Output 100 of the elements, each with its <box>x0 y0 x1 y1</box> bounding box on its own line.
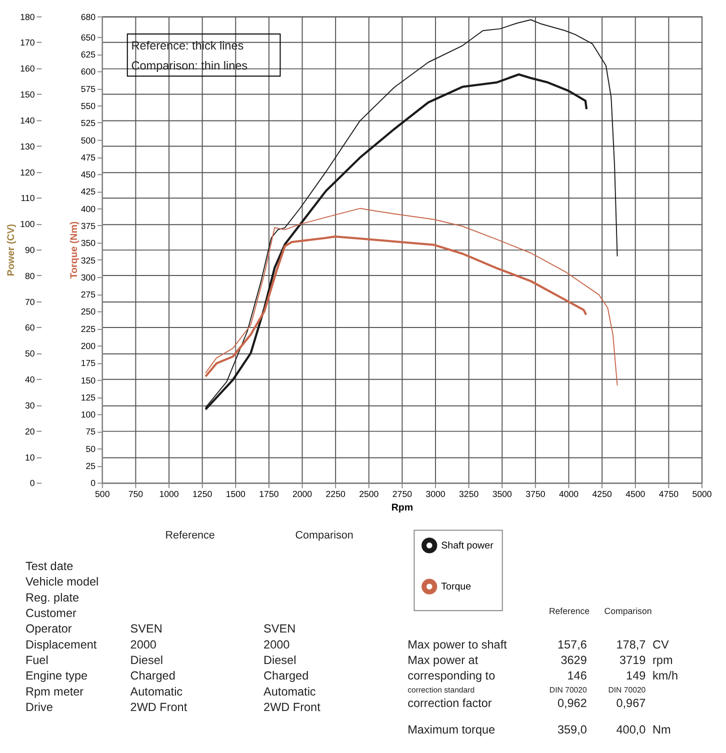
y2-tick-label: 425 <box>80 186 96 197</box>
y-tick-label: 130 <box>20 141 35 152</box>
y2-tick-label: 375 <box>80 220 96 231</box>
x-tick-label: 3000 <box>426 488 446 499</box>
y-tick-label: 160 <box>20 64 35 74</box>
x-tick-label: 3250 <box>459 488 479 499</box>
y-tick-label: 10 <box>24 452 35 462</box>
y-tick-label: 100 <box>20 219 35 230</box>
text: correction standard <box>408 685 475 694</box>
text: 149 <box>626 670 646 683</box>
y-tick-label: 70 <box>24 296 35 307</box>
text: 3629 <box>560 654 587 668</box>
x-tick-label: 2750 <box>392 488 412 499</box>
y-tick-label: 40 <box>24 374 35 385</box>
text: Automatic <box>264 685 316 698</box>
y2-tick-label: 475 <box>80 152 96 162</box>
text: 3719 <box>620 654 646 668</box>
y-tick-label: 60 <box>24 322 35 333</box>
x-tick-label: 2500 <box>359 488 379 499</box>
y-tick-label: 50 <box>24 348 35 359</box>
x-tick-label: 500 <box>95 488 110 499</box>
y-axis-title: Power (CV) <box>6 224 18 276</box>
text: Engine type <box>25 670 88 683</box>
y2-tick-label: 400 <box>80 204 96 214</box>
text: Test date <box>25 560 74 573</box>
text: 178,7 <box>616 638 646 652</box>
text: Drive <box>25 701 54 714</box>
text: correction factor <box>408 697 492 710</box>
text: 2WD Front <box>264 701 322 714</box>
y2-tick-label: 200 <box>80 341 96 352</box>
text: Customer <box>25 606 76 620</box>
y-tick-label: 150 <box>20 90 35 100</box>
legend-label: Torque <box>441 582 472 593</box>
text: corresponding to <box>408 670 496 683</box>
text: 146 <box>567 670 588 683</box>
y2-axis-title: Torque (Nm) <box>68 221 80 279</box>
y2-tick-label: 550 <box>80 100 96 111</box>
line-series <box>205 208 618 386</box>
y2-tick-label: 25 <box>86 461 96 472</box>
text: 0,962 <box>557 697 587 710</box>
y2-tick-label: 450 <box>80 170 96 180</box>
x-tick-label: 2000 <box>292 488 312 499</box>
text: Reference <box>548 606 590 616</box>
text: Displacement <box>25 638 98 652</box>
y2-tick-label: 125 <box>80 392 96 402</box>
y-tick-label: 90 <box>24 245 35 255</box>
y2-tick-label: 625 <box>80 50 96 60</box>
text: Reference <box>165 530 215 542</box>
y-tick-label: 110 <box>20 193 35 204</box>
y2-tick-label: 680 <box>80 12 96 22</box>
text: CV <box>652 638 670 652</box>
text: Nm <box>652 724 672 737</box>
y2-tick-label: 575 <box>80 84 96 94</box>
text: 157,6 <box>557 638 588 652</box>
text: 2000 <box>264 638 290 652</box>
text: DIN 70020 <box>549 685 588 694</box>
text: Rpm meter <box>25 685 84 698</box>
text: Diesel <box>264 654 296 668</box>
x-tick-label: 1500 <box>226 488 246 499</box>
y-tick-label: 120 <box>20 167 35 178</box>
text: Vehicle model <box>25 576 99 589</box>
y2-tick-label: 0 <box>90 478 96 488</box>
x-tick-label: 4500 <box>626 488 646 499</box>
text: 2000 <box>130 638 157 652</box>
x-tick-label: 3750 <box>526 488 546 499</box>
text: 359,0 <box>557 724 588 737</box>
text: Charged <box>264 670 309 683</box>
x-tick-label: 2250 <box>326 488 346 499</box>
text: Max power at <box>408 654 479 668</box>
text: 2WD Front <box>130 701 188 714</box>
text: 400,0 <box>616 724 646 737</box>
y2-tick-label: 300 <box>80 272 96 282</box>
y2-tick-label: 600 <box>80 66 96 77</box>
y2-tick-label: 275 <box>80 290 96 300</box>
y2-tick-label: 650 <box>80 32 96 42</box>
y2-tick-label: 325 <box>80 255 96 266</box>
x-tick-label: 1000 <box>159 488 179 499</box>
y-tick-label: 140 <box>20 115 35 126</box>
legend-label: Shaft power <box>441 540 494 552</box>
y2-tick-label: 500 <box>80 135 96 146</box>
x-tick-label: 1750 <box>259 488 279 499</box>
y2-tick-label: 75 <box>86 426 96 437</box>
x-tick-label: 4000 <box>558 488 579 499</box>
text: Max power to shaft <box>408 638 508 652</box>
y2-tick-label: 350 <box>80 238 96 248</box>
text: Comparison <box>295 530 354 542</box>
y-tick-label: 180 <box>20 12 35 22</box>
y-tick-label: 170 <box>20 38 35 48</box>
x-tick-label: 5000 <box>692 488 712 499</box>
y-tick-label: 30 <box>24 400 35 410</box>
text: Fuel <box>25 654 48 668</box>
x-tick-label: 1250 <box>192 488 212 499</box>
y2-tick-label: 50 <box>86 444 96 454</box>
text: Reg. plate <box>25 591 80 604</box>
x-tick-label: 4750 <box>658 488 679 499</box>
x-tick-label: 3500 <box>492 488 512 499</box>
x-tick-label: 750 <box>128 488 144 499</box>
y-tick-label: 0 <box>30 478 35 488</box>
text: Comparison <box>604 606 652 616</box>
text: DIN 70020 <box>608 685 646 694</box>
